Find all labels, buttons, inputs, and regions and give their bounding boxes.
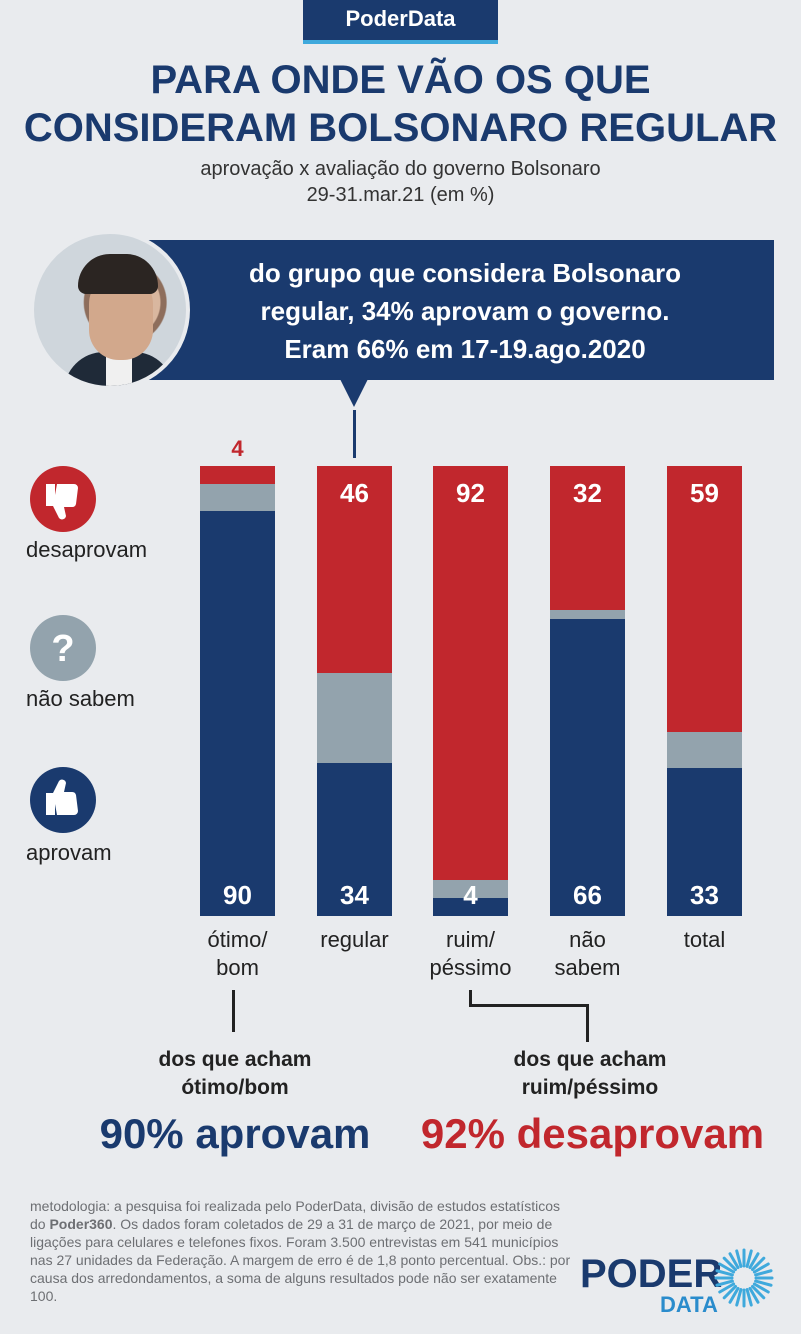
callout-box: do grupo que considera Bolsonaro regular… <box>130 240 774 380</box>
sunburst-ray <box>715 1269 734 1277</box>
bar-desaprovam-1 <box>317 466 392 673</box>
bar-aprovam-0 <box>200 511 275 916</box>
sunburst-ray <box>750 1256 766 1272</box>
bar-aprovam-3 <box>550 619 625 916</box>
bar-aprovam-2 <box>433 898 508 916</box>
bar-não-sabem-3 <box>550 610 625 619</box>
right-note-big: 92% desaprovam <box>420 1110 765 1157</box>
sunburst-ray <box>745 1288 753 1307</box>
bolsonaro-portrait <box>30 230 190 390</box>
sunburst-ray <box>735 1288 743 1307</box>
sunburst-ray <box>750 1284 766 1300</box>
sunburst-ray <box>754 1279 773 1287</box>
sunburst-ray <box>728 1286 740 1304</box>
sunburst-ray <box>722 1284 738 1300</box>
sunburst-ray <box>718 1282 736 1294</box>
right-note-line-1: dos que acham <box>513 1048 667 1071</box>
left-note-line-1: dos que acham <box>158 1048 312 1071</box>
callout-line-2: regular, 34% aprovam o governo. <box>260 296 670 326</box>
label-disapprove-1: 46 <box>340 478 369 508</box>
bar-desaprovam-2 <box>433 466 508 880</box>
title-line-2: CONSIDERAM BOLSONARO REGULAR <box>23 106 778 150</box>
methodology-pre: metodologia: a pesquisa foi realizada pe… <box>30 1198 560 1232</box>
legend-disapprove-icon <box>30 466 96 532</box>
sunburst-ray <box>752 1262 770 1274</box>
right-note-line-2: ruim/péssimo <box>521 1076 659 1099</box>
sunburst-ray <box>748 1286 760 1304</box>
callout-tail <box>340 379 368 407</box>
left-note-big: 90% aprovam <box>99 1110 371 1157</box>
label-approve-0: 90 <box>223 880 252 910</box>
sunburst-ray <box>722 1256 738 1272</box>
methodology-text: metodologia: a pesquisa foi realizada pe… <box>30 1197 575 1305</box>
label-approve-1: 34 <box>340 880 369 910</box>
sunburst-ray <box>735 1249 743 1268</box>
legend-disapprove-label: desaprovam <box>26 537 148 562</box>
legend-unknown-icon: ? <box>30 615 96 681</box>
sunburst-ray <box>745 1249 753 1268</box>
callout-line-1: do grupo que considera Bolsonaro <box>249 258 681 288</box>
bar-aprovam-1 <box>317 763 392 916</box>
subtitle-line-1: aprovação x avaliação do governo Bolsona… <box>200 158 601 180</box>
right-bracket-right-leg <box>586 1004 589 1042</box>
bar-não-sabem-0 <box>200 484 275 511</box>
left-bracket-line <box>232 990 235 1032</box>
category-label-2: ruim/ péssimo <box>429 927 512 980</box>
label-disapprove-3: 32 <box>573 478 602 508</box>
svg-text:?: ? <box>51 628 74 670</box>
bar-desaprovam-0 <box>200 466 275 484</box>
label-disapprove-4: 59 <box>690 478 719 508</box>
label-approve-2: 4 <box>463 880 478 910</box>
page-title: PARA ONDE VÃO OS QUE CONSIDERAM BOLSONAR… <box>0 56 801 152</box>
poderdata-logo-sub: DATA <box>660 1292 718 1317</box>
category-label-0: ótimo/ bom <box>207 927 268 980</box>
category-label-1: regular <box>320 927 389 952</box>
methodology-brand: Poder360 <box>49 1216 113 1232</box>
legend-unknown-label: não sabem <box>26 686 135 711</box>
label-disapprove-0: 4 <box>231 436 244 461</box>
methodology-post: . Os dados foram coletados de 29 a 31 de… <box>30 1216 571 1304</box>
question-mark-icon: ? <box>51 628 74 670</box>
poderdata-sunburst-icon <box>714 1248 774 1308</box>
legend-approve-label: aprovam <box>26 840 112 865</box>
poderdata-logo-word: PODER <box>580 1252 723 1296</box>
subtitle-line-2: 29-31.mar.21 (em %) <box>306 184 495 206</box>
category-label-4: total <box>683 927 726 952</box>
right-note-heading: dos que acham ruim/péssimo <box>435 1046 745 1102</box>
left-note-line-2: ótimo/bom <box>181 1076 289 1099</box>
bar-não-sabem-2 <box>433 880 508 898</box>
sunburst-ray <box>728 1252 740 1270</box>
label-disapprove-2: 92 <box>456 478 485 508</box>
bar-aprovam-4 <box>667 767 742 916</box>
right-bracket-horizontal <box>469 1004 589 1007</box>
subtitle: aprovação x avaliação do governo Bolsona… <box>0 156 801 208</box>
callout-pointer-line <box>353 410 356 458</box>
category-label-3: não sabem <box>554 927 621 980</box>
thumbs-up-icon <box>46 779 78 815</box>
sunburst-ray <box>754 1269 773 1277</box>
sunburst-ray <box>718 1262 736 1274</box>
sunburst-ray <box>715 1279 734 1287</box>
right-bracket-left-leg <box>469 990 472 1006</box>
legend-approve-icon <box>30 767 96 833</box>
callout-line-3: Eram 66% em 17-19.ago.2020 <box>284 334 646 364</box>
thumbs-down-icon <box>46 484 78 520</box>
bar-desaprovam-4 <box>667 466 742 732</box>
poderdata-tag: PoderData <box>303 0 498 44</box>
label-approve-4: 33 <box>690 880 719 910</box>
title-line-1: PARA ONDE VÃO OS QUE <box>150 58 651 102</box>
label-approve-3: 66 <box>573 880 602 910</box>
left-note-heading: dos que acham ótimo/bom <box>80 1046 390 1102</box>
bar-não-sabem-1 <box>317 673 392 763</box>
bar-não-sabem-4 <box>667 731 742 768</box>
sunburst-ray <box>748 1252 760 1270</box>
sunburst-ray <box>752 1282 770 1294</box>
bar-desaprovam-3 <box>550 466 625 610</box>
